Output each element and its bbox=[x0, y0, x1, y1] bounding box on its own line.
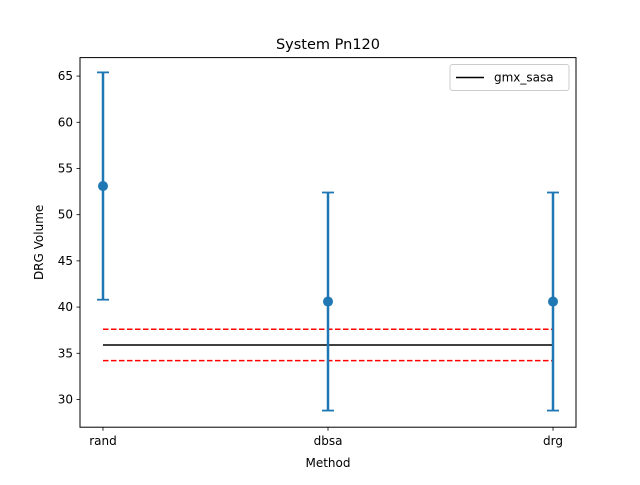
legend-box bbox=[449, 64, 570, 91]
y-tick-label: 35 bbox=[58, 346, 73, 360]
y-tick-label: 60 bbox=[58, 115, 73, 129]
tick-layer: 30 35 40 45 50 55 60 65 rand dbsa drg bbox=[58, 69, 563, 448]
y-tick-label: 45 bbox=[58, 254, 73, 268]
y-tick-label: 30 bbox=[58, 392, 73, 406]
data-point-rand bbox=[98, 181, 108, 192]
data-point-drg bbox=[548, 296, 558, 307]
x-tick-label-drg: drg bbox=[543, 434, 563, 448]
y-tick-label: 40 bbox=[58, 300, 73, 314]
legend: gmx_sasa bbox=[449, 64, 570, 91]
legend-label-gmx_sasa: gmx_sasa bbox=[494, 71, 554, 85]
y-tick-label: 55 bbox=[58, 161, 73, 175]
x-tick-label-dbsa: dbsa bbox=[314, 434, 343, 448]
chart-title: System Pn120 bbox=[276, 37, 380, 53]
x-axis-label: Method bbox=[305, 456, 350, 470]
y-axis-label: DRG Volume bbox=[32, 205, 46, 280]
y-tick-label: 50 bbox=[58, 208, 73, 222]
data-point-dbsa bbox=[323, 296, 333, 307]
plot-area bbox=[97, 71, 559, 412]
x-tick-label-rand: rand bbox=[89, 434, 117, 448]
y-tick-label: 65 bbox=[58, 69, 73, 83]
